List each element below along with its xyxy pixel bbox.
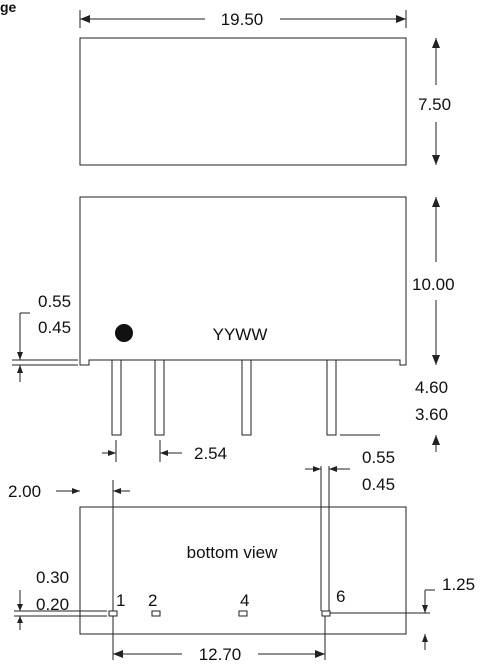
length-arrow-right — [396, 15, 406, 23]
height-arrow-top — [432, 197, 440, 207]
bottom-view-outline — [79, 506, 407, 635]
pitch-arrow-right — [160, 450, 168, 456]
height-label: 10.00 — [412, 275, 455, 294]
row-offset-label: 1.25 — [442, 575, 475, 594]
pad-4 — [238, 610, 248, 617]
pin-width-max-label: 0.55 — [362, 448, 395, 467]
width-arrow-top — [432, 38, 440, 48]
length-arrow-left — [80, 15, 90, 23]
pin-length-min-label: 3.60 — [415, 405, 448, 424]
side-pin-6 — [326, 359, 337, 436]
side-pin-4 — [241, 359, 252, 436]
pin-number-6: 6 — [336, 587, 345, 606]
standoff-arrow-bottom — [17, 365, 23, 373]
standoff-max-label: 0.55 — [38, 292, 71, 311]
top-view: 19.50 7.50 — [79, 10, 451, 166]
pad-1 — [108, 610, 118, 617]
height-arrow-bottom — [432, 355, 440, 365]
side-view-body — [79, 196, 407, 366]
standoff-min-label: 0.45 — [38, 318, 71, 337]
side-pin-2 — [154, 359, 165, 436]
pad-2 — [151, 610, 161, 617]
date-code-marking: YYWW — [213, 325, 268, 344]
edge-arrow-left — [72, 488, 80, 494]
pin-number-4: 4 — [240, 591, 249, 610]
pin-length-arrow — [432, 435, 440, 445]
pin-length-max-label: 4.60 — [415, 378, 448, 397]
pin-width-arrow-left — [313, 466, 321, 472]
header-fragment: ge — [0, 0, 17, 15]
bottom-view: bottom view 1 2 4 6 2.00 0.55 0.45 0.30 — [8, 448, 475, 664]
pin-width-min-label: 0.45 — [362, 475, 395, 494]
pin-span-label: 12.70 — [199, 645, 242, 664]
pin-number-1: 1 — [116, 591, 125, 610]
pin-number-2: 2 — [148, 591, 157, 610]
top-view-outline — [79, 37, 407, 166]
pin-width-arrow-right — [329, 466, 337, 472]
pad-min-label: 0.20 — [36, 595, 69, 614]
pad-arrow-top — [17, 604, 23, 611]
row-offset-arrow-bottom — [422, 634, 428, 642]
standoff-arrow-top — [17, 352, 23, 360]
span-arrow-left — [113, 650, 123, 658]
side-pin-1 — [111, 359, 122, 436]
pin1-marker-dot — [115, 324, 133, 342]
row-offset-arrow-top — [422, 605, 428, 613]
edge-arrow-right — [113, 488, 121, 494]
span-arrow-right — [315, 650, 325, 658]
pin-pitch-label: 2.54 — [194, 444, 227, 463]
pad-arrow-bottom — [17, 616, 23, 623]
width-label: 7.50 — [418, 95, 451, 114]
pad-6 — [321, 610, 331, 617]
pitch-arrow-left — [108, 450, 116, 456]
length-label: 19.50 — [221, 10, 264, 29]
side-view: YYWW 10.00 4.60 3.60 0.55 0.45 — [12, 196, 455, 463]
bottom-view-label: bottom view — [187, 543, 278, 562]
pad-max-label: 0.30 — [36, 568, 69, 587]
width-arrow-bottom — [432, 155, 440, 165]
edge-to-pin1-label: 2.00 — [8, 482, 41, 501]
